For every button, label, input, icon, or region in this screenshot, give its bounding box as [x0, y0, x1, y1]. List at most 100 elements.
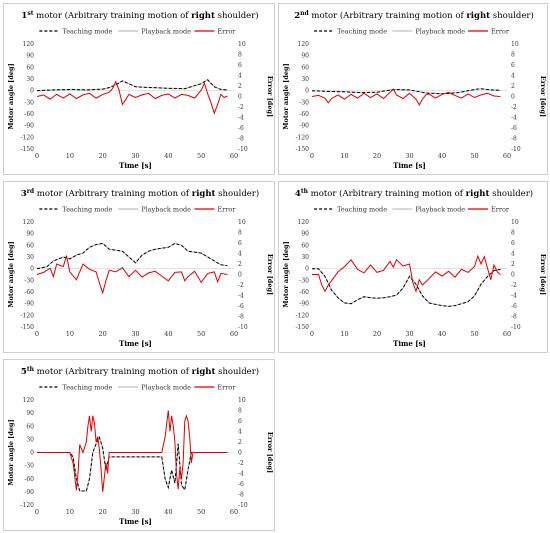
y-tick-label: -90	[24, 301, 34, 308]
title-text-end: shoulder)	[215, 10, 259, 21]
y2-tick-label: -6	[238, 303, 244, 310]
x-tick-label: 0	[310, 152, 314, 160]
y2-tick-label: 0	[238, 94, 242, 101]
series-teaching-mode	[312, 268, 501, 307]
x-tick-label: 50	[197, 330, 205, 338]
y2-tick-label: 2	[238, 439, 242, 446]
title-ordinal: 3	[21, 189, 27, 199]
y-tick-label: 0	[30, 450, 34, 457]
series-playback-mode	[37, 435, 228, 492]
legend-label: Teaching mode	[62, 206, 112, 214]
y-tick-label: -60	[299, 111, 309, 118]
series-teaching-mode	[36, 242, 228, 270]
x-tick-label: 60	[503, 330, 511, 338]
y-tick-label: 0	[305, 266, 309, 273]
y-tick-label: 0	[305, 88, 309, 95]
series-teaching-mode	[36, 79, 228, 92]
title-text-end: shoulder)	[215, 366, 259, 377]
x-tick-label: 10	[66, 152, 74, 160]
x-tick-label: 40	[438, 152, 446, 160]
legend-label: Teaching mode	[337, 206, 387, 214]
chart-title: 2nd motor (Arbitrary training motion of …	[294, 10, 534, 21]
x-tick-label: 60	[230, 508, 238, 516]
y2-tick-label: 6	[511, 62, 515, 69]
y2-axis-label: Error [deg]	[539, 254, 547, 295]
series-playback-mode	[312, 268, 501, 307]
y-axis-label: Motor angle [deg]	[282, 63, 290, 129]
series-playback-mode	[36, 242, 228, 270]
y-tick-label: 30	[26, 436, 34, 443]
chart-title: 5th motor (Arbitrary training motion of …	[21, 366, 259, 377]
title-superscript: th	[27, 366, 35, 373]
chart-panel-1: 1st motor (Arbitrary training motion of …	[3, 3, 275, 175]
y-tick-label: -60	[299, 289, 309, 296]
y-tick-label: -150	[21, 324, 35, 331]
title-ordinal: 1	[21, 11, 27, 21]
y-tick-label: 90	[26, 231, 34, 238]
y2-tick-label: 4	[511, 251, 515, 258]
y-tick-label: -30	[24, 463, 34, 470]
x-tick-label: 40	[164, 330, 172, 338]
x-tick-label: 20	[99, 508, 107, 516]
x-tick-label: 0	[35, 330, 39, 338]
y-tick-label: -90	[299, 301, 309, 308]
series-teaching-mode	[37, 435, 228, 492]
legend: Teaching mode Playback mode Error	[314, 206, 510, 214]
y2-tick-label: 6	[238, 62, 242, 69]
y2-tick-label: -8	[238, 136, 244, 143]
y-tick-label: -30	[24, 277, 34, 284]
x-tick-label: 50	[470, 330, 478, 338]
title-superscript: rd	[27, 188, 35, 195]
x-axis-label: Time [s]	[119, 517, 152, 526]
x-tick-label: 0	[35, 508, 39, 516]
legend: Teaching mode Playback mode Error	[39, 384, 236, 392]
x-tick-label: 30	[131, 508, 139, 516]
title-bold: right	[466, 189, 490, 199]
y2-tick-label: 4	[511, 73, 515, 80]
chart-2-svg: 2nd motor (Arbitrary training motion of …	[282, 10, 547, 170]
y-tick-label: 120	[298, 41, 310, 48]
title-text: motor (Arbitrary training motion of	[34, 366, 192, 377]
x-axis-label: Time [s]	[119, 339, 152, 348]
y-tick-label: 90	[26, 53, 34, 60]
x-tick-label: 10	[66, 330, 74, 338]
y-tick-label: 60	[26, 242, 34, 249]
y2-tick-label: 4	[238, 73, 242, 80]
y-tick-label: 90	[301, 231, 309, 238]
x-tick-label: 20	[373, 330, 381, 338]
y2-tick-label: 2	[238, 261, 242, 268]
legend-label: Error	[491, 28, 510, 36]
x-tick-label: 10	[340, 152, 348, 160]
y2-tick-label: -4	[238, 115, 244, 122]
x-tick-label: 30	[131, 330, 139, 338]
y2-tick-label: 0	[238, 272, 242, 279]
chart-title: 3rd motor (Arbitrary training motion of …	[21, 188, 259, 199]
legend-label: Error	[217, 206, 236, 214]
y2-tick-label: -10	[238, 502, 248, 509]
y2-tick-label: 8	[238, 52, 242, 59]
y-tick-label: -30	[299, 277, 309, 284]
y-axis-label: Motor angle [deg]	[7, 241, 15, 307]
y-tick-label: 120	[298, 219, 310, 226]
y2-tick-label: -10	[511, 146, 521, 153]
legend: Teaching mode Playback mode Error	[39, 206, 236, 214]
x-tick-label: 30	[405, 152, 413, 160]
y2-axis-label: Error [deg]	[266, 76, 274, 117]
x-tick-label: 40	[164, 508, 172, 516]
y-axis-label: Motor angle [deg]	[7, 63, 15, 129]
y2-tick-label: 10	[511, 219, 519, 226]
legend-label: Playback mode	[415, 206, 465, 214]
x-tick-label: 40	[438, 330, 446, 338]
y2-tick-label: -2	[238, 282, 244, 289]
chart-panel-3: 3rd motor (Arbitrary training motion of …	[3, 181, 275, 353]
chart-5-svg: 5th motor (Arbitrary training motion of …	[7, 366, 274, 526]
chart-title: 4th motor (Arbitrary training motion of …	[295, 188, 533, 199]
title-text-end: shoulder)	[489, 188, 533, 199]
y2-axis-label: Error [deg]	[266, 254, 274, 295]
y-tick-label: -60	[24, 289, 34, 296]
y2-tick-label: 4	[238, 429, 242, 436]
y-tick-label: -120	[296, 134, 310, 141]
y2-tick-label: 8	[238, 408, 242, 415]
y-tick-label: -60	[24, 476, 34, 483]
